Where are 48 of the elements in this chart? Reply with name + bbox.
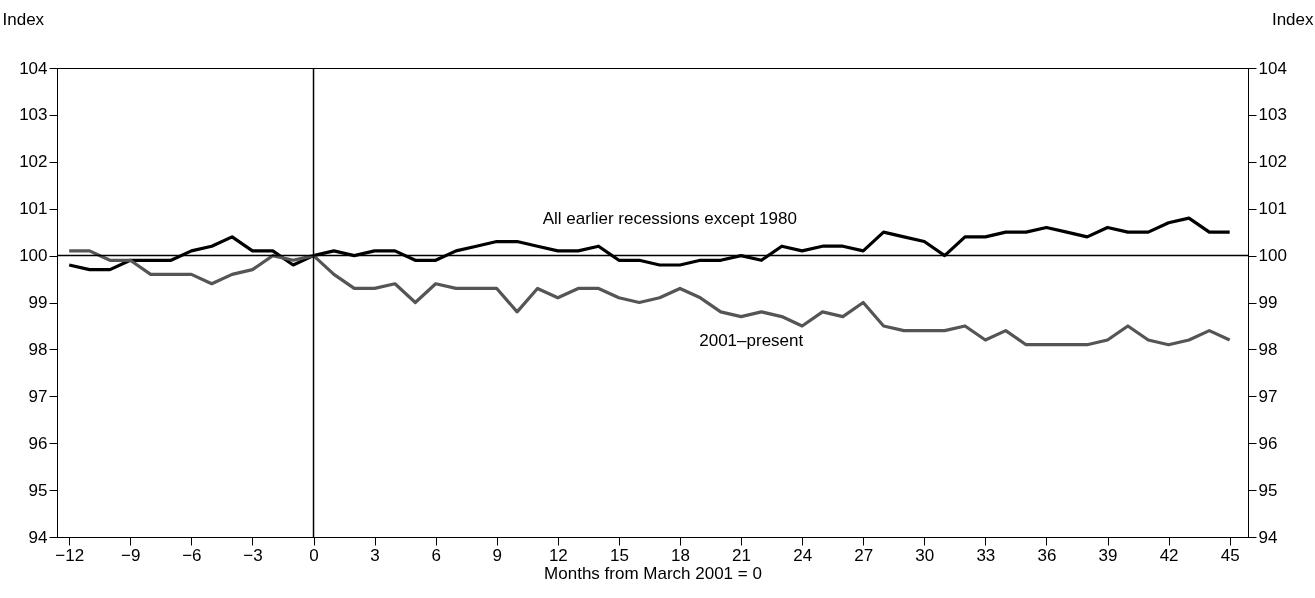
y-tick-label: 103: [19, 105, 48, 125]
x-tick-label: 39: [1098, 545, 1118, 565]
x-tick-label: −9: [121, 545, 141, 565]
y2-tick-label: 94: [1258, 527, 1278, 547]
x-tick-label: 33: [976, 545, 996, 565]
series-label: All earlier recessions except 1980: [542, 208, 797, 228]
y-tick-label: 97: [28, 386, 48, 406]
x-tick-label: 9: [492, 545, 502, 565]
x-tick-label: 0: [309, 545, 319, 565]
x-tick-label: 12: [548, 545, 568, 565]
x-tick-label: −12: [55, 545, 85, 565]
y2-tick-label: 95: [1258, 480, 1278, 500]
y2-tick-label: 102: [1258, 152, 1287, 172]
y2-axis-title: Index: [1271, 9, 1314, 29]
x-tick-label: 21: [732, 545, 752, 565]
x-tick-label: −3: [243, 545, 263, 565]
y-tick-label: 100: [19, 246, 48, 266]
series-label: 2001–present: [699, 330, 804, 350]
y-tick-label: 101: [19, 199, 48, 219]
x-tick-label: 3: [370, 545, 380, 565]
x-tick-label: 45: [1220, 545, 1240, 565]
x-tick-label: −6: [182, 545, 202, 565]
y2-tick-label: 100: [1258, 246, 1287, 266]
y2-tick-label: 101: [1258, 199, 1287, 219]
x-tick-label: 42: [1159, 545, 1179, 565]
y-axis-title: Index: [2, 9, 45, 29]
y-tick-label: 104: [19, 58, 48, 78]
y-tick-label: 99: [28, 293, 48, 312]
y2-tick-label: 97: [1258, 386, 1278, 406]
x-tick-label: 6: [431, 545, 441, 565]
x-axis-title: Months from March 2001 = 0: [544, 563, 762, 583]
line-series: [67, 249, 1232, 347]
y-tick-label: 96: [28, 433, 48, 453]
y2-tick-label: 103: [1258, 105, 1287, 125]
y-tick-label: 94: [28, 527, 48, 547]
x-tick-label: 27: [854, 545, 874, 565]
y2-tick-label: 99: [1258, 293, 1278, 312]
x-tick-label: 36: [1037, 545, 1057, 565]
y2-tick-label: 98: [1258, 339, 1278, 359]
y-tick-label: 95: [28, 480, 48, 500]
x-tick-label: 15: [609, 545, 629, 565]
y2-tick-label: 96: [1258, 433, 1278, 453]
x-tick-label: 24: [793, 545, 813, 565]
y-tick-label: 102: [19, 152, 48, 172]
x-tick-label: 30: [915, 545, 935, 565]
y-tick-label: 98: [28, 339, 48, 359]
x-tick-label: 18: [671, 545, 690, 565]
y2-tick-label: 104: [1258, 58, 1287, 78]
